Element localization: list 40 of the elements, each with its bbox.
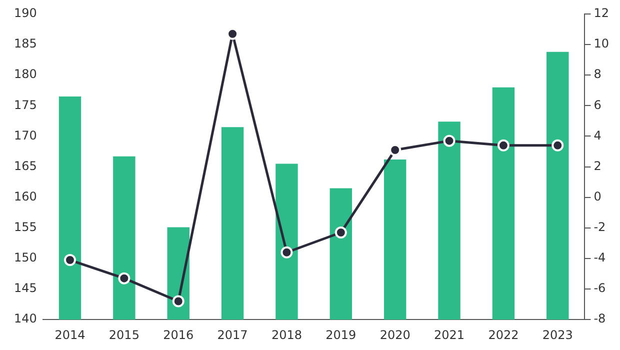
point [334,226,347,239]
y-tick-label: 170 [14,128,37,142]
x-tick-label: 2014 [54,328,86,342]
x-tick-label: 2017 [217,328,248,342]
y-tick-label: 150 [14,250,37,265]
x-tick-label: 2023 [542,328,573,342]
y2-tick-label: 4 [594,128,602,142]
y-tick-label: 160 [14,189,37,204]
x-tick-label: 2016 [163,328,194,342]
y-tick-label: 140 [14,312,37,326]
y2-tick-label: -6 [594,281,606,296]
y2-tick-label: 0 [594,189,602,204]
y2-tick-label: -8 [594,312,606,326]
y2-tick-label: 12 [594,6,610,20]
point [172,295,184,308]
x-tick-label: 2021 [434,328,465,342]
y-tick-label: 175 [14,98,37,112]
x-tick-label: 2019 [326,328,356,342]
y-tick-label: 180 [14,67,37,82]
y-tick-label: 185 [14,36,37,51]
point [280,246,293,258]
point [118,272,130,284]
y-tick-label: 145 [14,281,37,296]
y2-tick-label: -4 [594,250,606,265]
point [497,139,510,152]
point [443,134,456,147]
y-tick-label: 155 [14,220,37,234]
y2-tick-label: 10 [594,36,610,51]
y2-tick-label: 2 [594,158,602,173]
y-tick-label: 165 [14,158,37,173]
point [552,139,564,152]
x-tick-label: 2015 [108,328,140,342]
x-tick-label: 2022 [488,328,519,342]
y2-tick-label: 8 [594,67,602,82]
x-tick-label: 2018 [271,328,302,342]
point [64,254,76,266]
y2-tick-label: 6 [594,98,602,112]
x-tick-label: 2020 [380,328,410,342]
y-tick-label: 190 [14,6,37,20]
y2-tick-label: -2 [594,220,606,234]
